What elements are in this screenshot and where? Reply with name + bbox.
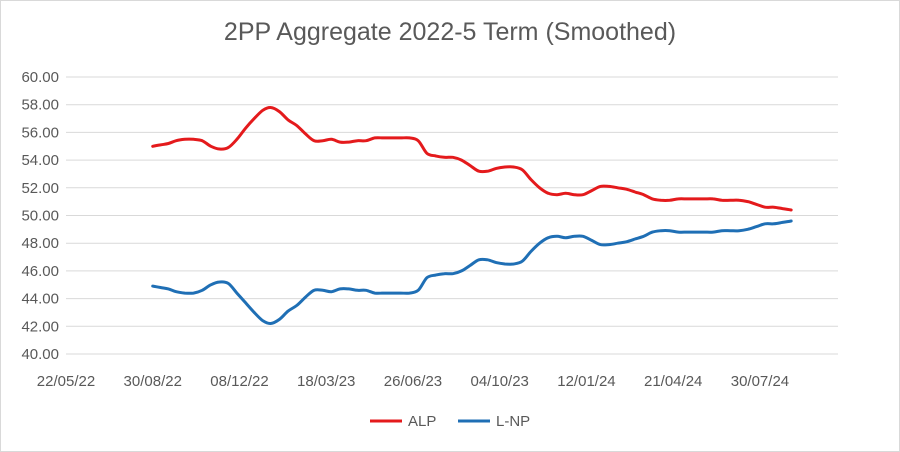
y-tick-label: 54.00	[21, 152, 59, 169]
y-tick-label: 56.00	[21, 124, 59, 141]
y-tick-label: 42.00	[21, 318, 59, 335]
gridlines	[66, 77, 838, 354]
y-tick-label: 46.00	[21, 263, 59, 280]
x-tick-label: 12/01/24	[557, 373, 615, 390]
legend-label: ALP	[408, 413, 436, 430]
legend-label: L-NP	[496, 413, 530, 430]
x-tick-label: 04/10/23	[471, 373, 529, 390]
x-tick-label: 26/06/23	[384, 373, 442, 390]
x-tick-label: 21/04/24	[644, 373, 702, 390]
y-tick-label: 60.00	[21, 69, 59, 86]
y-tick-label: 50.00	[21, 208, 59, 225]
series-line-l-np	[153, 221, 792, 324]
y-axis-ticks: 40.00 42.00 44.00 46.00 48.00 50.00 52.00 54.00…	[21, 69, 59, 363]
y-tick-label: 44.00	[21, 291, 59, 308]
series-line-alp	[153, 107, 792, 210]
x-tick-label: 30/08/22	[124, 373, 182, 390]
x-tick-label: 22/05/22	[37, 373, 95, 390]
x-axis-ticks: 22/05/22 30/08/22 08/12/22 18/03/23 26/06/23…	[37, 373, 789, 390]
x-tick-label: 08/12/22	[210, 373, 268, 390]
legend: ALP L-NP	[370, 413, 530, 430]
y-tick-label: 58.00	[21, 97, 59, 114]
y-tick-label: 40.00	[21, 346, 59, 363]
line-chart: 40.00 42.00 44.00 46.00 48.00 50.00 52.00 54.00…	[0, 0, 900, 452]
y-tick-label: 52.00	[21, 180, 59, 197]
x-tick-label: 30/07/24	[731, 373, 789, 390]
x-tick-label: 18/03/23	[297, 373, 355, 390]
y-tick-label: 48.00	[21, 235, 59, 252]
